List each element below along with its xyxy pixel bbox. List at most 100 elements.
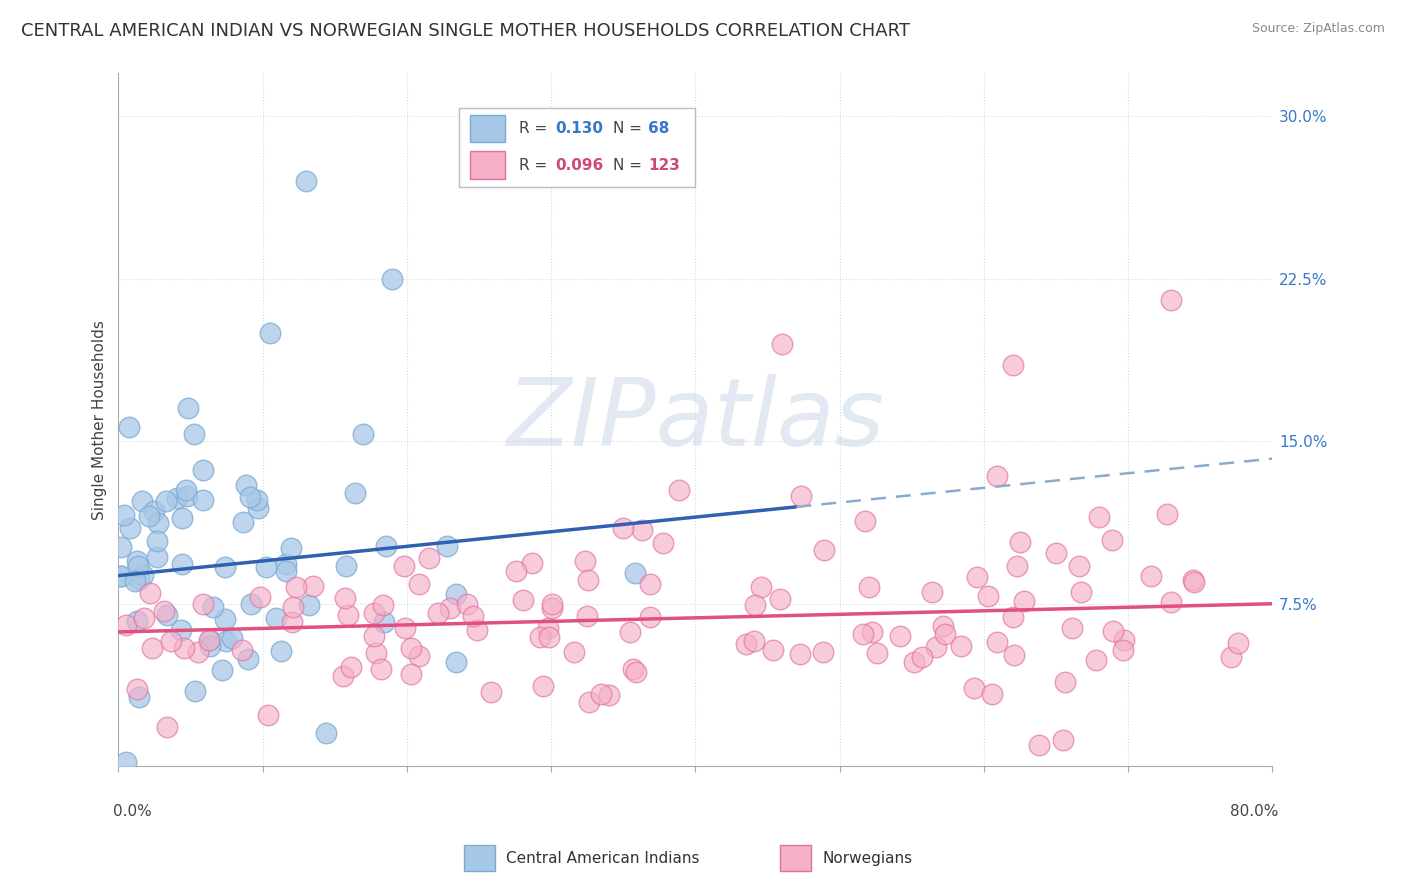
Point (932, 619, 955, 633)
Text: 123: 123 (648, 158, 681, 173)
Point (193, 597, 215, 611)
Point (339, 660, 361, 674)
Point (852, 626, 875, 640)
Point (215, 634, 238, 648)
Point (363, 629, 385, 643)
Point (1101, 533, 1123, 547)
Point (214, 560, 236, 574)
Point (249, 591, 271, 605)
Point (1084, 653, 1107, 667)
Point (986, 635, 1008, 649)
Point (177, 401, 200, 415)
Point (270, 643, 292, 657)
FancyBboxPatch shape (471, 114, 505, 143)
Point (257, 708, 280, 723)
Point (1140, 569, 1163, 583)
Point (589, 687, 612, 701)
Text: N =: N = (613, 158, 647, 173)
Point (145, 534, 167, 549)
Point (770, 336, 793, 351)
Point (1001, 359, 1024, 373)
Point (127, 559, 149, 574)
Point (110, 569, 132, 583)
Point (925, 640, 948, 655)
Text: 0.130: 0.130 (555, 121, 603, 136)
Point (125, 682, 148, 697)
Point (198, 639, 221, 653)
Point (235, 478, 257, 492)
Point (110, 540, 132, 554)
Point (156, 607, 179, 622)
Point (173, 640, 195, 655)
Point (529, 630, 551, 644)
Point (813, 542, 835, 557)
Point (624, 566, 647, 580)
Point (1054, 675, 1077, 690)
Point (1052, 733, 1074, 747)
Text: CENTRAL AMERICAN INDIAN VS NORWEGIAN SINGLE MOTHER HOUSEHOLDS CORRELATION CHART: CENTRAL AMERICAN INDIAN VS NORWEGIAN SIN… (21, 22, 910, 40)
Point (134, 611, 156, 625)
Point (132, 568, 155, 582)
Text: Norwegians: Norwegians (823, 851, 912, 865)
Point (1028, 738, 1050, 752)
Point (187, 645, 209, 659)
Point (541, 600, 564, 615)
Point (202, 599, 225, 614)
Point (298, 598, 321, 612)
Point (114, 618, 136, 632)
Point (399, 666, 422, 681)
Point (789, 489, 811, 503)
Point (439, 600, 461, 615)
Point (281, 600, 304, 615)
Point (966, 570, 988, 584)
Point (125, 614, 148, 628)
Point (986, 468, 1008, 483)
Point (141, 641, 163, 656)
Point (128, 572, 150, 586)
Point (1062, 621, 1084, 635)
Point (394, 621, 416, 635)
Point (1069, 558, 1091, 573)
Point (1005, 559, 1028, 574)
Point (860, 624, 883, 639)
Point (370, 662, 392, 676)
Point (295, 174, 318, 188)
Point (465, 623, 488, 637)
Point (668, 483, 690, 498)
Point (315, 726, 337, 740)
Point (155, 493, 177, 508)
Point (193, 493, 215, 508)
Point (1112, 632, 1135, 647)
Point (112, 508, 135, 522)
Point (172, 511, 194, 525)
Point (789, 647, 811, 661)
Text: 0.096: 0.096 (555, 158, 605, 173)
Point (333, 591, 356, 605)
Point (373, 599, 395, 613)
Point (479, 685, 502, 699)
Point (281, 615, 304, 629)
Point (352, 427, 374, 442)
Point (1227, 635, 1250, 649)
Point (537, 630, 560, 644)
Point (980, 687, 1002, 701)
Point (949, 640, 972, 654)
Point (1088, 510, 1111, 524)
Point (811, 644, 834, 658)
Point (1002, 610, 1025, 624)
FancyBboxPatch shape (458, 108, 696, 187)
Text: 0.0%: 0.0% (112, 805, 152, 820)
Point (734, 637, 756, 651)
Point (146, 550, 169, 565)
Point (934, 627, 956, 641)
Point (541, 597, 564, 611)
Point (1160, 293, 1182, 308)
Point (1012, 594, 1035, 608)
Point (198, 633, 221, 648)
Point (124, 574, 146, 588)
Point (375, 540, 398, 554)
Point (1102, 624, 1125, 638)
Point (911, 650, 934, 665)
Point (373, 615, 395, 630)
Point (274, 557, 297, 571)
